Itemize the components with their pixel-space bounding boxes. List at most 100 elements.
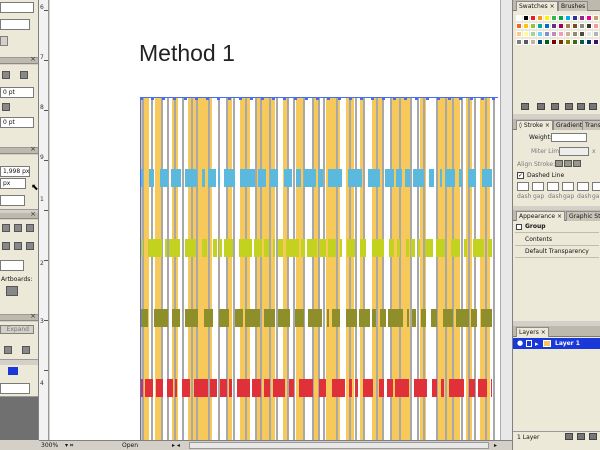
olive-band[interactable] — [295, 309, 304, 327]
anchor-point[interactable] — [415, 97, 418, 100]
color-swatch[interactable] — [565, 23, 571, 29]
eye-icon[interactable]: ● — [517, 339, 524, 347]
expand-triangle-icon[interactable]: ▸ — [535, 340, 539, 348]
blue-band[interactable] — [385, 169, 394, 187]
olive-band[interactable] — [264, 309, 275, 327]
yellow-stripe[interactable] — [360, 97, 365, 440]
appearance-row-group[interactable]: Group — [515, 221, 599, 233]
olive-band[interactable] — [185, 309, 198, 327]
lime-band[interactable] — [140, 239, 143, 257]
weight-field[interactable] — [551, 133, 587, 142]
blue-band[interactable] — [413, 169, 424, 187]
red-band[interactable] — [363, 379, 373, 397]
gray-stripe[interactable] — [417, 97, 419, 440]
gray-stripe[interactable] — [382, 97, 384, 440]
gray-stripe[interactable] — [196, 97, 198, 440]
yellow-stripe[interactable] — [283, 97, 289, 440]
lock-toggle-icon[interactable] — [526, 340, 532, 347]
red-band[interactable] — [319, 379, 326, 397]
color-swatch[interactable] — [523, 15, 529, 21]
color-swatch[interactable] — [551, 23, 557, 29]
yellow-stripe[interactable] — [312, 97, 318, 440]
artwork-svg[interactable] — [140, 97, 498, 440]
gray-stripe[interactable] — [445, 97, 447, 440]
blue-band[interactable] — [284, 169, 292, 187]
color-swatch[interactable] — [579, 23, 585, 29]
gray-stripe[interactable] — [363, 97, 365, 440]
scroll-arrows-icon[interactable]: ▸ ◂ — [172, 442, 180, 449]
swatch-kind-icon[interactable] — [537, 103, 545, 110]
anchor-point[interactable] — [404, 97, 407, 100]
anchor-point[interactable] — [173, 97, 176, 100]
olive-band[interactable] — [327, 309, 329, 327]
anchor-point[interactable] — [470, 97, 473, 100]
gray-stripe[interactable] — [276, 97, 278, 440]
color-swatch[interactable] — [558, 23, 564, 29]
olive-band[interactable] — [380, 309, 386, 327]
olive-band[interactable] — [172, 309, 180, 327]
red-band[interactable] — [469, 379, 475, 397]
y-field[interactable]: px — [0, 178, 26, 189]
color-swatch[interactable] — [530, 31, 536, 37]
gray-stripe[interactable] — [336, 97, 338, 440]
olive-band[interactable] — [431, 309, 437, 327]
red-band[interactable] — [478, 379, 487, 397]
gray-stripe[interactable] — [191, 97, 193, 440]
lime-band[interactable] — [464, 239, 467, 257]
lime-band[interactable] — [239, 239, 252, 257]
anchor-point[interactable] — [426, 97, 429, 100]
color-swatch[interactable] — [558, 15, 564, 21]
gray-stripe[interactable] — [452, 97, 454, 440]
red-band[interactable] — [395, 379, 409, 397]
color-swatch[interactable] — [572, 15, 578, 21]
red-band[interactable] — [449, 379, 464, 397]
red-band[interactable] — [273, 379, 285, 397]
lime-band[interactable] — [389, 239, 394, 257]
lime-band[interactable] — [278, 239, 283, 257]
color-swatch[interactable] — [544, 23, 550, 29]
color-swatch[interactable] — [551, 15, 557, 21]
olive-band[interactable] — [359, 309, 370, 327]
gray-stripe[interactable] — [303, 97, 305, 440]
anchor-point[interactable] — [195, 97, 198, 100]
color-swatch[interactable] — [593, 15, 599, 21]
color-swatch[interactable] — [537, 39, 543, 45]
lime-band[interactable] — [165, 239, 167, 257]
olive-band[interactable] — [421, 309, 426, 327]
align-icon-2[interactable] — [20, 71, 28, 79]
blue-band[interactable] — [185, 169, 197, 187]
gray-stripe[interactable] — [245, 97, 247, 440]
color-swatch[interactable] — [579, 15, 585, 21]
delete-layer-icon[interactable] — [589, 433, 597, 440]
dropdown-field-3[interactable] — [0, 195, 25, 206]
color-swatch[interactable] — [593, 31, 599, 37]
color-swatch[interactable] — [586, 31, 592, 37]
blue-band[interactable] — [429, 169, 434, 187]
gray-stripe[interactable] — [493, 97, 495, 440]
anchor-point[interactable] — [492, 97, 495, 100]
gray-stripe[interactable] — [218, 97, 220, 440]
olive-band[interactable] — [456, 309, 469, 327]
artboard-icon[interactable] — [6, 286, 18, 296]
new-sublayer-icon[interactable] — [565, 433, 573, 440]
blue-band[interactable] — [224, 169, 235, 187]
olive-band[interactable] — [372, 309, 376, 327]
anchor-point[interactable] — [206, 97, 209, 100]
anchor-point[interactable] — [239, 97, 242, 100]
olive-band[interactable] — [245, 309, 260, 327]
anchor-point[interactable] — [382, 97, 385, 100]
gray-stripe[interactable] — [226, 97, 228, 440]
yellow-stripe[interactable] — [296, 97, 304, 440]
value-field-a[interactable]: 0 pt — [0, 87, 34, 98]
color-swatch[interactable] — [516, 23, 522, 29]
blue-band[interactable] — [328, 169, 342, 187]
red-band[interactable] — [355, 379, 358, 397]
align-right-icon[interactable] — [26, 224, 34, 232]
blue-band[interactable] — [160, 169, 168, 187]
red-band[interactable] — [264, 379, 270, 397]
lime-band[interactable] — [360, 239, 366, 257]
color-swatch[interactable] — [579, 31, 585, 37]
red-band[interactable] — [432, 379, 437, 397]
blue-band[interactable] — [440, 169, 442, 187]
anchor-point[interactable] — [338, 97, 341, 100]
